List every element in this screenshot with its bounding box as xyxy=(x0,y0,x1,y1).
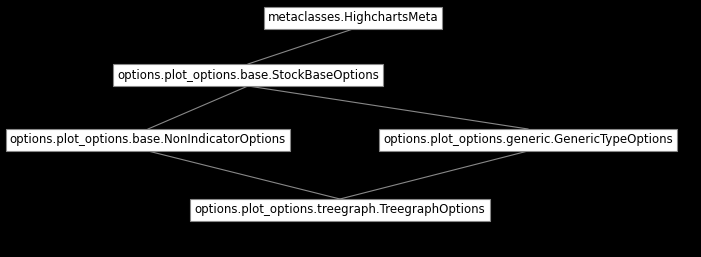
Text: options.plot_options.treegraph.TreegraphOptions: options.plot_options.treegraph.Treegraph… xyxy=(195,204,485,216)
Text: options.plot_options.generic.GenericTypeOptions: options.plot_options.generic.GenericType… xyxy=(383,133,673,146)
Text: metaclasses.HighchartsMeta: metaclasses.HighchartsMeta xyxy=(268,12,438,24)
Text: options.plot_options.base.NonIndicatorOptions: options.plot_options.base.NonIndicatorOp… xyxy=(10,133,286,146)
Text: options.plot_options.base.StockBaseOptions: options.plot_options.base.StockBaseOptio… xyxy=(117,69,379,81)
